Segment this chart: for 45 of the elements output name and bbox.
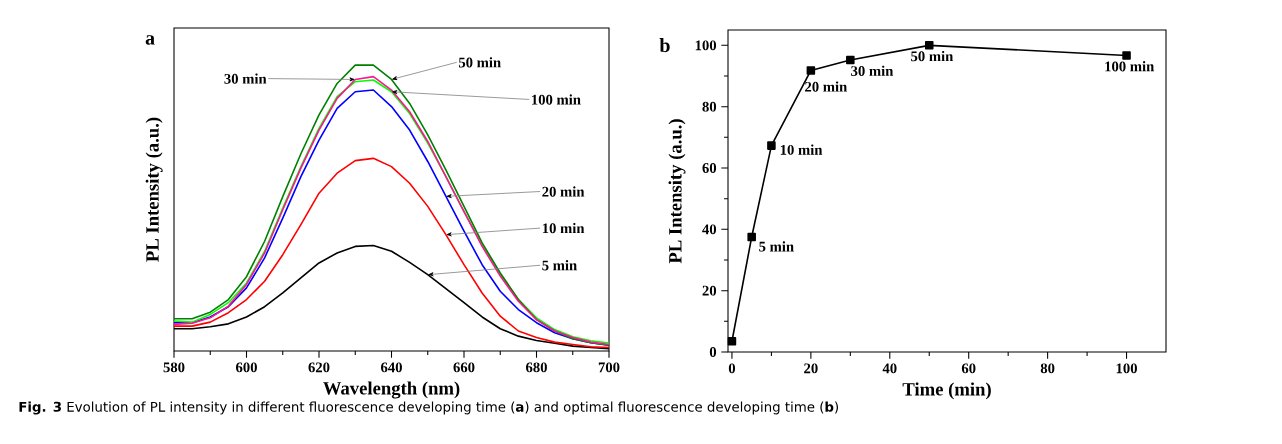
x-tick-label: 80 <box>1040 363 1055 374</box>
y-tick-label: 20 <box>702 285 717 296</box>
x-tick-label: 60 <box>961 363 976 374</box>
annotation: 20 min <box>805 81 848 92</box>
y-axis-title: PL Intensity (a.u.) <box>145 117 163 262</box>
annotation: 10 min <box>780 144 823 155</box>
x-tick-label: 100 <box>1116 363 1137 374</box>
x-axis-title: Time (min) <box>902 382 991 400</box>
x-tick-label: 680 <box>526 362 547 373</box>
x-tick-label: 700 <box>598 362 620 373</box>
x-axis-title: Wavelength (nm) <box>323 381 460 399</box>
x-tick-label: 600 <box>236 362 257 373</box>
y-tick-label: 100 <box>695 40 717 51</box>
point <box>727 337 737 346</box>
annotation: 20 min <box>542 186 585 197</box>
y-tick-label: 80 <box>702 101 717 112</box>
text: Fig. 3 Evolution of PL intensity in different fluorescence developing time (a) and optimal fluorescence developing time (b) <box>19 401 838 415</box>
y-tick-label: 0 <box>709 347 717 357</box>
x-tick-label: 660 <box>453 362 475 373</box>
annotation: 100 min <box>1105 61 1155 72</box>
point <box>747 232 756 242</box>
x-tick-label: 580 <box>163 362 185 373</box>
annotation: 30 min <box>851 65 894 76</box>
x-tick-label: 40 <box>882 363 897 374</box>
annotation: 100 min <box>532 94 581 105</box>
y-tick-label: 60 <box>702 163 717 173</box>
annotation: 5 min <box>759 241 794 252</box>
chart-title: b <box>659 38 670 53</box>
x-tick-label: 0 <box>728 363 736 374</box>
annotation: 5 min <box>542 260 577 271</box>
point <box>924 41 934 50</box>
annotation: 50 min <box>458 57 501 68</box>
annotation: 10 min <box>542 222 585 234</box>
y-tick-label: 40 <box>702 224 717 235</box>
y-axis-title: PL Intensity (a.u.) <box>668 119 686 264</box>
point <box>767 141 776 150</box>
x-tick-label: 620 <box>308 362 330 373</box>
point <box>846 55 855 65</box>
chart-title: a <box>145 35 155 45</box>
point <box>1122 51 1131 60</box>
annotation: 30 min <box>224 73 267 84</box>
x-tick-label: 640 <box>381 362 402 373</box>
point <box>806 66 816 75</box>
annotation: 50 min <box>911 50 954 62</box>
x-tick-label: 20 <box>804 363 818 374</box>
